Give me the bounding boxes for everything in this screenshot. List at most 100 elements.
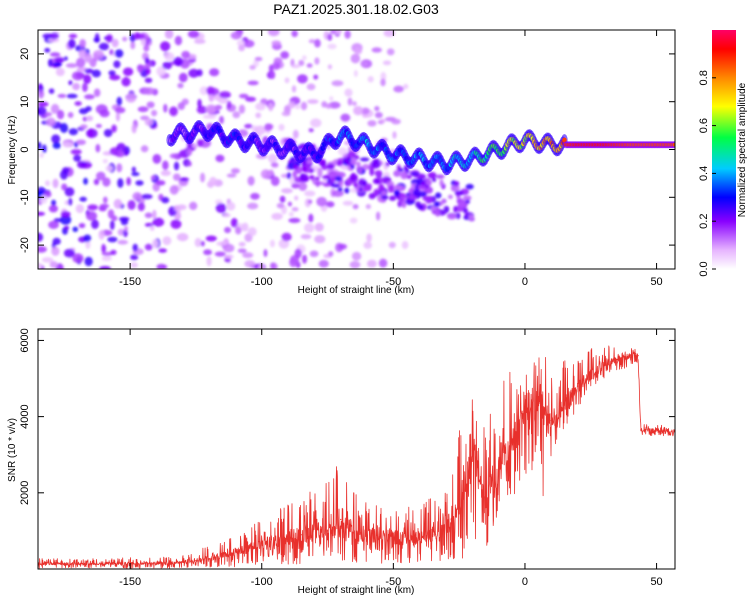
spectrogram-noise-cell — [337, 147, 348, 156]
spectrogram-noise-cell — [325, 103, 332, 109]
spectrogram-noise-cell — [206, 86, 215, 95]
spectrogram-noise-cell — [276, 202, 285, 209]
snr-point — [274, 539, 276, 542]
spectrogram-noise-cell — [306, 159, 312, 165]
spectrogram-noise-cell — [117, 149, 123, 157]
snr-point — [498, 473, 500, 475]
spectrogram-noise-cell — [137, 202, 145, 212]
snr-point — [629, 355, 631, 357]
spectrogram-noise-cell — [169, 106, 178, 117]
spectrogram-noise-cell — [102, 158, 108, 164]
spectrogram-noise-cell — [306, 63, 313, 68]
spectrogram-noise-cell — [105, 165, 113, 172]
spectrogram-noise-cell — [245, 96, 257, 102]
spectrogram-noise-cell — [387, 185, 395, 193]
spectrogram-noise-cell — [214, 251, 226, 257]
spectrogram-noise-cell — [380, 78, 386, 87]
snr-frame — [37, 328, 676, 570]
snr-point — [326, 530, 329, 532]
spectrogram-noise-cell — [288, 211, 294, 217]
spectrogram-noise-cell — [84, 53, 92, 63]
spectrogram-noise-cell — [307, 99, 319, 104]
spectrogram-noise-cell — [327, 43, 337, 50]
snr-point — [340, 518, 342, 521]
spectrogram-noise-cell — [117, 228, 125, 236]
spectrogram-noise-cell — [152, 209, 157, 220]
spectrogram-noise-cell — [66, 93, 78, 99]
snr-point — [655, 429, 658, 431]
spectrogram-noise-cell — [83, 74, 92, 84]
spectrogram-noise-cell — [111, 38, 119, 48]
spectrogram-noise-cell — [116, 163, 123, 173]
spectrogram-noise-cell — [39, 152, 44, 158]
spectrogram-noise-cell — [342, 200, 354, 206]
spectrogram-noise-cell — [268, 102, 274, 112]
colorbar-tick-label: 0.6 — [698, 118, 710, 133]
spectrogram-noise-cell — [73, 154, 82, 162]
spectrogram-noise-cell — [375, 211, 381, 221]
spectrogram-noise-cell — [144, 222, 154, 227]
spectrogram-noise-cell — [336, 160, 343, 167]
snr-point — [524, 408, 526, 410]
colorbar-tick-label: 0.4 — [698, 166, 710, 181]
spectrogram-noise-cell — [99, 266, 112, 269]
spectrogram-noise-cell — [273, 57, 283, 64]
spectrogram-noise-cell — [278, 123, 285, 131]
spectrogram-noise-cell — [168, 53, 175, 60]
spectrogram-noise-cell — [189, 201, 198, 211]
spectrogram-noise-cell — [84, 256, 93, 267]
spectrogram-noise-cell — [304, 190, 316, 197]
spectrogram-noise-cell — [399, 192, 406, 198]
spectrogram-noise-cell — [314, 39, 321, 48]
spectrogram-noise-cell — [59, 215, 72, 225]
spectrogram-noise-cell — [110, 249, 117, 255]
spectrogram-noise-cell — [145, 67, 151, 75]
spectrogram-noise-cell — [315, 180, 320, 188]
spectrogram-noise-cell — [374, 112, 383, 119]
spectrogram-noise-cell — [38, 106, 47, 116]
spectrogram-noise-cell — [252, 59, 260, 68]
spectrogram-noise-cell — [173, 205, 180, 212]
spectrogram-noise-cell — [468, 214, 474, 221]
spectrogram-noise-cell — [400, 171, 408, 180]
spectrogram-noise-cell — [291, 85, 297, 93]
spectrogram-noise-cell — [435, 210, 441, 217]
spectrogram-noise-cell — [250, 192, 260, 200]
spectrogram-noise-cell — [117, 239, 129, 245]
spectrogram-noise-cell — [38, 101, 49, 107]
snr-point — [471, 450, 473, 452]
spectrogram-noise-cell — [260, 169, 271, 180]
spectrogram-noise-cell — [364, 184, 369, 191]
spectrogram-noise-cell — [194, 237, 202, 248]
spectrogram-noise-cell — [144, 212, 153, 219]
spectrogram-noise-cell — [61, 167, 70, 174]
spectrogram-noise-cell — [51, 199, 57, 206]
spectrogram-noise-cell — [208, 94, 215, 103]
spectrogram-noise-cell — [99, 203, 110, 209]
spectrogram-noise-cell — [349, 217, 358, 224]
spectrogram-noise-cell — [434, 201, 441, 207]
spectrogram-noise-cell — [238, 93, 249, 99]
spectrogram-noise-cell — [116, 96, 123, 106]
spectrogram-noise-cell — [130, 41, 136, 50]
spectrogram-noise-cell — [95, 171, 106, 181]
spectrogram-noise-cell — [78, 223, 86, 229]
spectrogram-ytick-label: -10 — [19, 189, 31, 205]
spectrogram-noise-cell — [255, 112, 262, 119]
spectrogram-noise-cell — [52, 142, 61, 149]
spectrogram-noise-cell — [38, 89, 45, 99]
spectrogram-noise-cell — [115, 111, 121, 122]
spectrogram-noise-cell — [271, 40, 282, 46]
spectrogram-noise-cell — [230, 168, 240, 174]
spectrogram-noise-cell — [270, 70, 276, 80]
spectrogram-noise-cell — [328, 101, 341, 109]
spectrogram-noise-cell — [419, 191, 427, 197]
spectrogram-noise-cell — [349, 173, 358, 182]
spectrogram-noise-cell — [326, 163, 335, 170]
spectrogram-noise-cell — [135, 180, 144, 186]
spectrogram-noise-cell — [127, 199, 136, 210]
spectrogram-noise-cell — [243, 39, 255, 48]
snr-line — [38, 345, 675, 569]
